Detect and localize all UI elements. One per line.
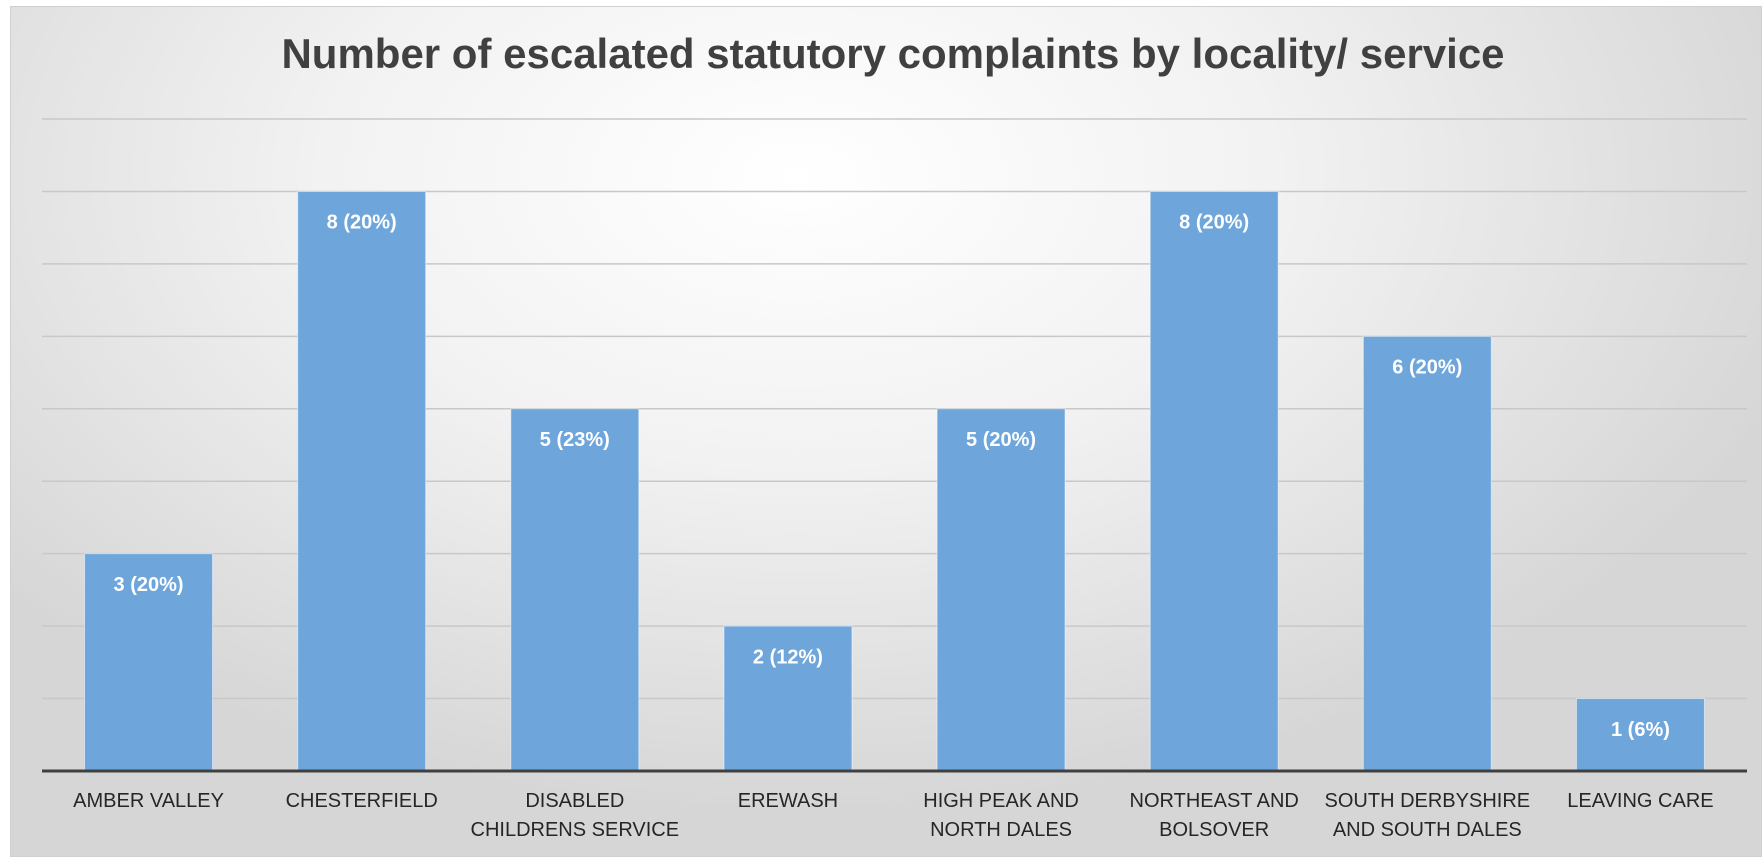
data-label: 3 (20%) [114, 574, 184, 596]
bar [510, 408, 640, 772]
data-label: 8 (20%) [1179, 212, 1249, 234]
bar [297, 190, 427, 772]
x-tick-label: CHESTERFIELD [285, 790, 438, 812]
data-label: 5 (23%) [540, 429, 610, 451]
data-label: 6 (20%) [1392, 357, 1462, 379]
data-label: 1 (6%) [1611, 719, 1670, 741]
x-tick-label: LEAVING CARE [1567, 790, 1714, 812]
bar [936, 408, 1066, 772]
x-tick-label: AMBER VALLEY [73, 790, 224, 812]
x-tick-label: HIGH PEAK AND NORTH DALES [923, 790, 1079, 841]
data-label: 5 (20%) [966, 429, 1036, 451]
data-label: 8 (20%) [327, 212, 397, 234]
x-tick-label: SOUTH DERBYSHIRE AND SOUTH DALES [1324, 790, 1531, 841]
data-label: 2 (12%) [753, 646, 823, 668]
bar [84, 553, 214, 772]
chart-title: Number of escalated statutory complaints… [281, 30, 1504, 77]
x-tick-label: EREWASH [737, 790, 839, 812]
bar [1362, 335, 1492, 772]
bar [1575, 698, 1705, 772]
x-tick-label: NORTHEAST AND BOLSOVER [1129, 790, 1299, 841]
bar [1149, 190, 1279, 772]
x-tick-label: DISABLED CHILDRENS SERVICE [470, 790, 680, 841]
